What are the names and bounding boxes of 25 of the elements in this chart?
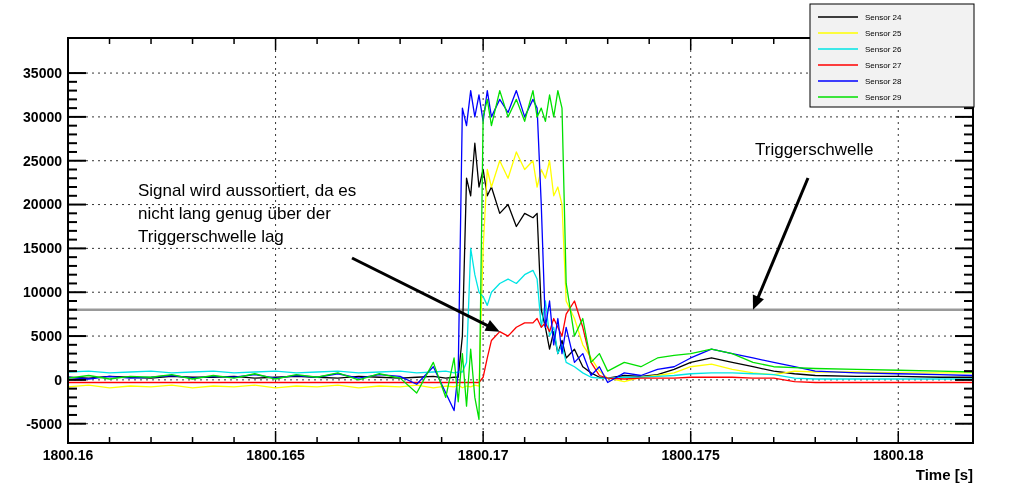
y-tick-label: 15000: [23, 240, 63, 257]
y-tick-label: 5000: [30, 327, 63, 344]
y-tick-label: 0: [54, 371, 63, 388]
line-series: [67, 300, 974, 384]
x-tick-label: 1800.16: [42, 447, 94, 463]
x-tick-label: 1800.18: [872, 447, 924, 463]
x-tick-label: 1800.165: [246, 447, 305, 463]
legend-label: Sensor 25: [865, 28, 903, 38]
y-tick-label: 35000: [23, 64, 63, 81]
y-tick-label: 30000: [23, 108, 63, 125]
x-axis-title: Time [s]: [915, 466, 973, 483]
legend-label: Sensor 29: [865, 92, 903, 102]
y-tick-label: 25000: [23, 152, 63, 169]
line-series: [67, 247, 974, 380]
legend-label: Sensor 27: [865, 60, 903, 70]
annotation: Triggerschwelle: [755, 140, 874, 159]
legend-label: Sensor 28: [865, 76, 903, 86]
annotation: Signal wird aussortiert, da es nicht lang genug über der Triggerschwelle lag: [138, 181, 357, 246]
y-tick-label: -5000: [26, 415, 63, 432]
y-tick-label: 10000: [23, 284, 63, 301]
y-tick-label: 20000: [23, 196, 63, 213]
x-tick-label: 1800.175: [661, 447, 721, 463]
legend-label: Sensor 26: [865, 44, 903, 54]
legend-label: Sensor 24: [865, 12, 903, 22]
x-tick-label: 1800.17: [457, 447, 509, 463]
